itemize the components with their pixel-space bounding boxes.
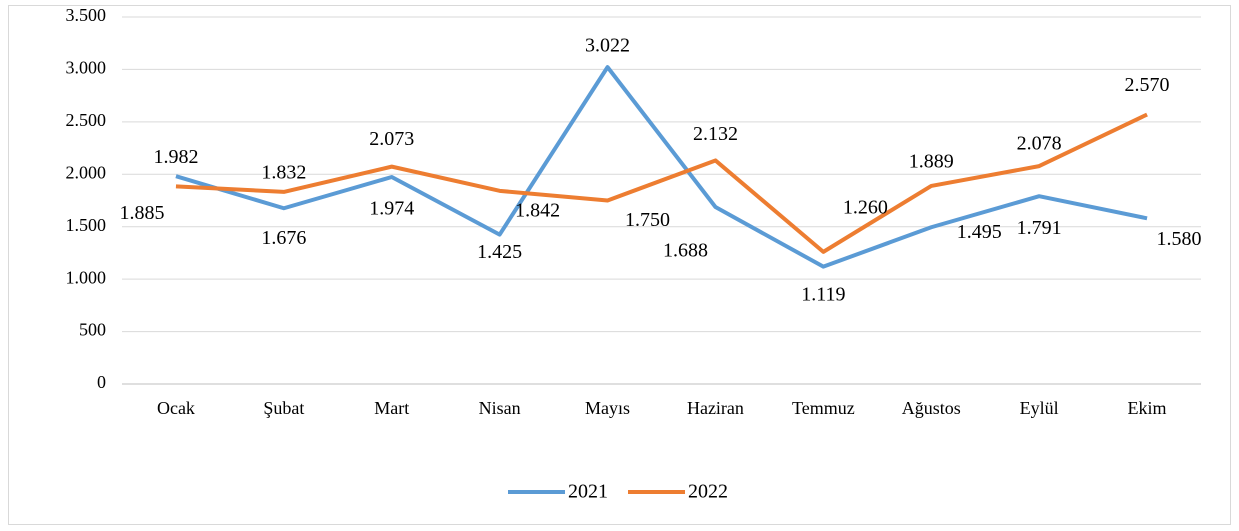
x-tick-label: Ekim xyxy=(1128,398,1167,418)
y-tick-label: 1.000 xyxy=(66,267,107,287)
x-tick-label: Nisan xyxy=(479,398,521,418)
data-label: 1.119 xyxy=(801,283,845,305)
data-label: 1.425 xyxy=(477,241,522,263)
data-label: 1.495 xyxy=(957,221,1002,243)
data-label: 1.791 xyxy=(1017,217,1062,239)
x-tick-label: Haziran xyxy=(687,398,744,418)
data-label: 1.974 xyxy=(369,198,414,220)
data-label: 1.842 xyxy=(515,199,560,221)
data-label: 2.132 xyxy=(693,123,738,145)
data-label: 1.832 xyxy=(261,161,306,183)
y-tick-label: 2.000 xyxy=(66,162,107,182)
series-line xyxy=(175,112,1148,254)
series-line xyxy=(175,65,1148,269)
data-label: 1.889 xyxy=(909,151,954,173)
data-label: 1.676 xyxy=(261,227,306,249)
x-tick-label: Ağustos xyxy=(902,398,961,418)
legend-label: 2022 xyxy=(688,481,728,503)
chart-frame xyxy=(8,5,1231,525)
y-tick-label: 3.000 xyxy=(66,58,107,78)
x-tick-label: Ocak xyxy=(157,398,195,418)
data-label: 1.688 xyxy=(663,240,708,262)
data-label: 3.022 xyxy=(585,35,630,57)
data-label: 1.982 xyxy=(153,146,198,168)
x-tick-label: Temmuz xyxy=(792,398,855,418)
x-tick-label: Şubat xyxy=(263,398,304,418)
x-tick-label: Eylül xyxy=(1020,398,1059,418)
y-tick-label: 3.500 xyxy=(66,5,107,25)
data-label: 1.260 xyxy=(843,196,888,218)
y-tick-label: 2.500 xyxy=(66,110,107,130)
data-label: 1.885 xyxy=(119,202,164,224)
legend-label: 2021 xyxy=(568,481,608,503)
x-tick-label: Mart xyxy=(374,398,409,418)
y-tick-label: 500 xyxy=(79,320,106,340)
data-label: 1.750 xyxy=(625,209,670,231)
y-tick-label: 1.500 xyxy=(66,215,107,235)
x-tick-label: Mayıs xyxy=(585,398,630,418)
y-tick-label: 0 xyxy=(97,372,106,392)
data-label: 2.073 xyxy=(369,128,414,150)
data-label: 2.570 xyxy=(1125,74,1170,96)
data-label: 1.580 xyxy=(1157,228,1202,250)
data-label: 2.078 xyxy=(1017,133,1062,155)
